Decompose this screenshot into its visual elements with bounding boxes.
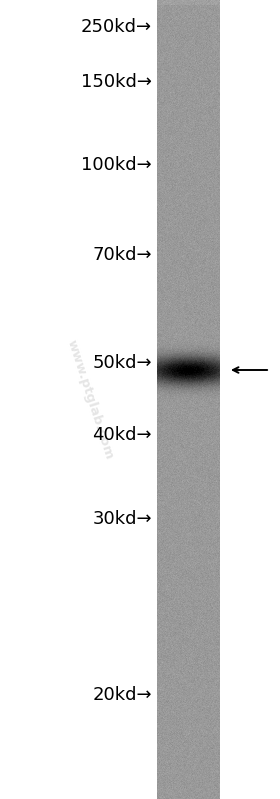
Text: 20kd→: 20kd→ <box>92 686 152 704</box>
Text: www.ptglab.com: www.ptglab.com <box>64 338 116 462</box>
Text: 150kd→: 150kd→ <box>81 73 152 91</box>
Text: 100kd→: 100kd→ <box>81 156 152 174</box>
Text: 70kd→: 70kd→ <box>92 246 152 264</box>
Text: 40kd→: 40kd→ <box>92 426 152 444</box>
Text: 250kd→: 250kd→ <box>81 18 152 36</box>
Text: 30kd→: 30kd→ <box>92 510 152 528</box>
Text: 50kd→: 50kd→ <box>92 354 152 372</box>
